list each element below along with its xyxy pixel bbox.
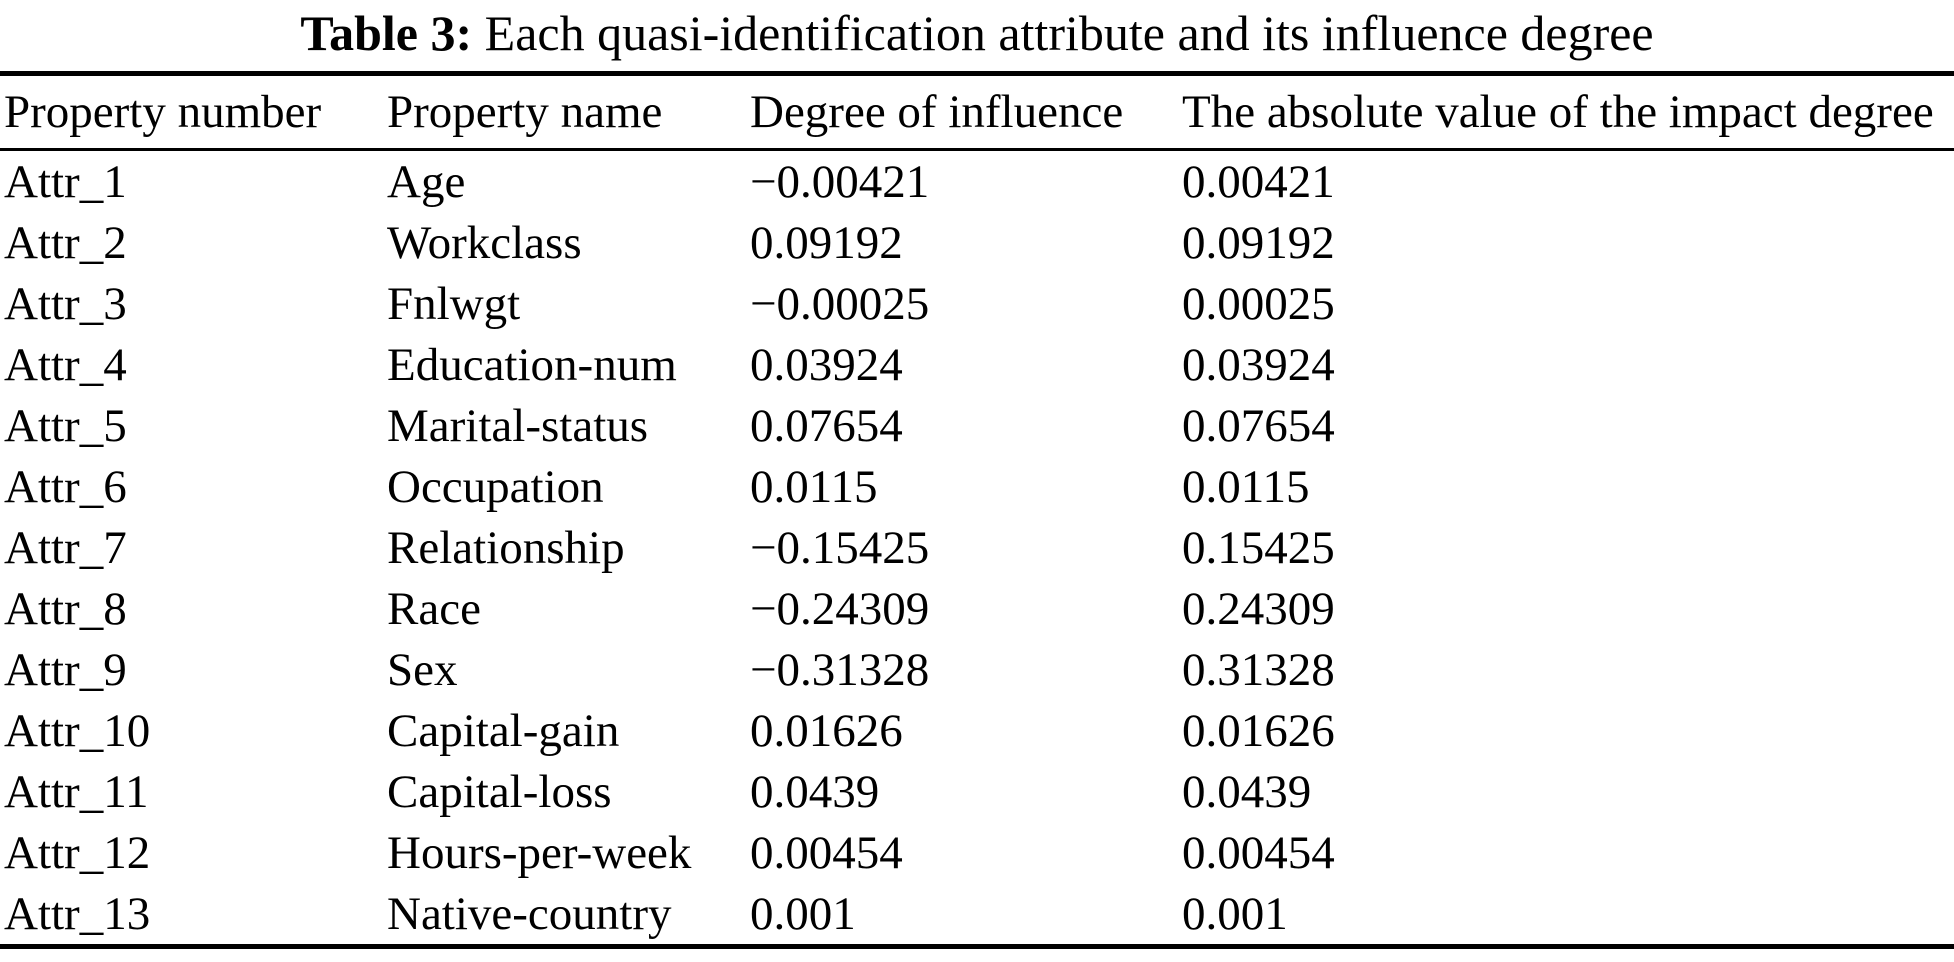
cell-property-name: Relationship xyxy=(387,521,625,574)
cell-property-name: Hours-per-week xyxy=(387,826,692,879)
table-row: Attr_9 Sex −0.31328 0.31328 xyxy=(0,639,1954,700)
cell-property-number: Attr_10 xyxy=(4,704,151,757)
cell-property-name: Occupation xyxy=(387,460,604,513)
table-row: Attr_6 Occupation 0.0115 0.0115 xyxy=(0,456,1954,517)
cell-absolute: 0.00454 xyxy=(1182,826,1335,879)
cell-property-number: Attr_12 xyxy=(4,826,151,879)
cell-influence: −0.24309 xyxy=(750,582,930,635)
cell-influence: −0.31328 xyxy=(750,643,930,696)
cell-property-name: Native-country xyxy=(387,887,672,940)
cell-property-number: Attr_11 xyxy=(4,765,149,818)
cell-absolute: 0.00421 xyxy=(1182,155,1335,208)
table-row: Attr_7 Relationship −0.15425 0.15425 xyxy=(0,517,1954,578)
cell-property-name: Sex xyxy=(387,643,458,696)
cell-absolute: 0.03924 xyxy=(1182,338,1335,391)
cell-absolute: 0.001 xyxy=(1182,887,1288,940)
cell-property-number: Attr_7 xyxy=(4,521,127,574)
cell-influence: 0.07654 xyxy=(750,399,903,452)
cell-property-number: Attr_8 xyxy=(4,582,127,635)
table-caption-text: Each quasi-identification attribute and … xyxy=(484,5,1654,61)
cell-influence: −0.00421 xyxy=(750,155,930,208)
cell-absolute: 0.0439 xyxy=(1182,765,1312,818)
cell-influence: 0.0115 xyxy=(750,460,878,513)
table-caption-label: Table 3: xyxy=(300,5,473,61)
table-header-row: Property number Property name Degree of … xyxy=(0,73,1954,151)
table-row: Attr_12 Hours-per-week 0.00454 0.00454 xyxy=(0,822,1954,883)
column-header-property-number: Property number xyxy=(0,73,383,151)
cell-property-number: Attr_4 xyxy=(4,338,127,391)
cell-property-name: Age xyxy=(387,155,466,208)
cell-influence: −0.00025 xyxy=(750,277,930,330)
cell-absolute: 0.0115 xyxy=(1182,460,1310,513)
cell-property-name: Race xyxy=(387,582,481,635)
cell-property-name: Fnlwgt xyxy=(387,277,521,330)
cell-property-number: Attr_5 xyxy=(4,399,127,452)
table-row: Attr_5 Marital-status 0.07654 0.07654 xyxy=(0,395,1954,456)
table-header: Property number Property name Degree of … xyxy=(0,73,1954,151)
table-row: Attr_11 Capital-loss 0.0439 0.0439 xyxy=(0,761,1954,822)
cell-influence: 0.0439 xyxy=(750,765,880,818)
cell-property-name: Workclass xyxy=(387,216,582,269)
cell-absolute: 0.15425 xyxy=(1182,521,1335,574)
cell-property-number: Attr_1 xyxy=(4,155,127,208)
cell-property-number: Attr_2 xyxy=(4,216,127,269)
table-row: Attr_4 Education-num 0.03924 0.03924 xyxy=(0,334,1954,395)
table-body: Attr_1 Age −0.00421 0.00421 Attr_2 Workc… xyxy=(0,150,1954,947)
attributes-table: Property number Property name Degree of … xyxy=(0,71,1954,949)
table-row: Attr_8 Race −0.24309 0.24309 xyxy=(0,578,1954,639)
cell-property-number: Attr_6 xyxy=(4,460,127,513)
cell-property-number: Attr_9 xyxy=(4,643,127,696)
table-row: Attr_3 Fnlwgt −0.00025 0.00025 xyxy=(0,273,1954,334)
column-header-degree-of-influence: Degree of influence xyxy=(746,73,1178,151)
cell-influence: 0.03924 xyxy=(750,338,903,391)
column-header-property-name: Property name xyxy=(383,73,746,151)
cell-influence: 0.001 xyxy=(750,887,856,940)
cell-absolute: 0.00025 xyxy=(1182,277,1335,330)
table-row: Attr_10 Capital-gain 0.01626 0.01626 xyxy=(0,700,1954,761)
cell-absolute: 0.09192 xyxy=(1182,216,1335,269)
table-row: Attr_1 Age −0.00421 0.00421 xyxy=(0,150,1954,213)
table-row: Attr_13 Native-country 0.001 0.001 xyxy=(0,883,1954,947)
cell-property-name: Capital-loss xyxy=(387,765,612,818)
table-row: Attr_2 Workclass 0.09192 0.09192 xyxy=(0,212,1954,273)
table-caption: Table 3: Each quasi-identification attri… xyxy=(0,0,1954,62)
cell-absolute: 0.31328 xyxy=(1182,643,1335,696)
cell-influence: 0.00454 xyxy=(750,826,903,879)
cell-absolute: 0.24309 xyxy=(1182,582,1335,635)
cell-influence: 0.01626 xyxy=(750,704,903,757)
cell-property-number: Attr_3 xyxy=(4,277,127,330)
cell-property-name: Marital-status xyxy=(387,399,649,452)
cell-property-name: Education-num xyxy=(387,338,677,391)
column-header-absolute-value: The absolute value of the impact degree xyxy=(1178,73,1954,151)
cell-absolute: 0.07654 xyxy=(1182,399,1335,452)
cell-influence: −0.15425 xyxy=(750,521,930,574)
cell-influence: 0.09192 xyxy=(750,216,903,269)
cell-property-number: Attr_13 xyxy=(4,887,151,940)
cell-absolute: 0.01626 xyxy=(1182,704,1335,757)
cell-property-name: Capital-gain xyxy=(387,704,620,757)
